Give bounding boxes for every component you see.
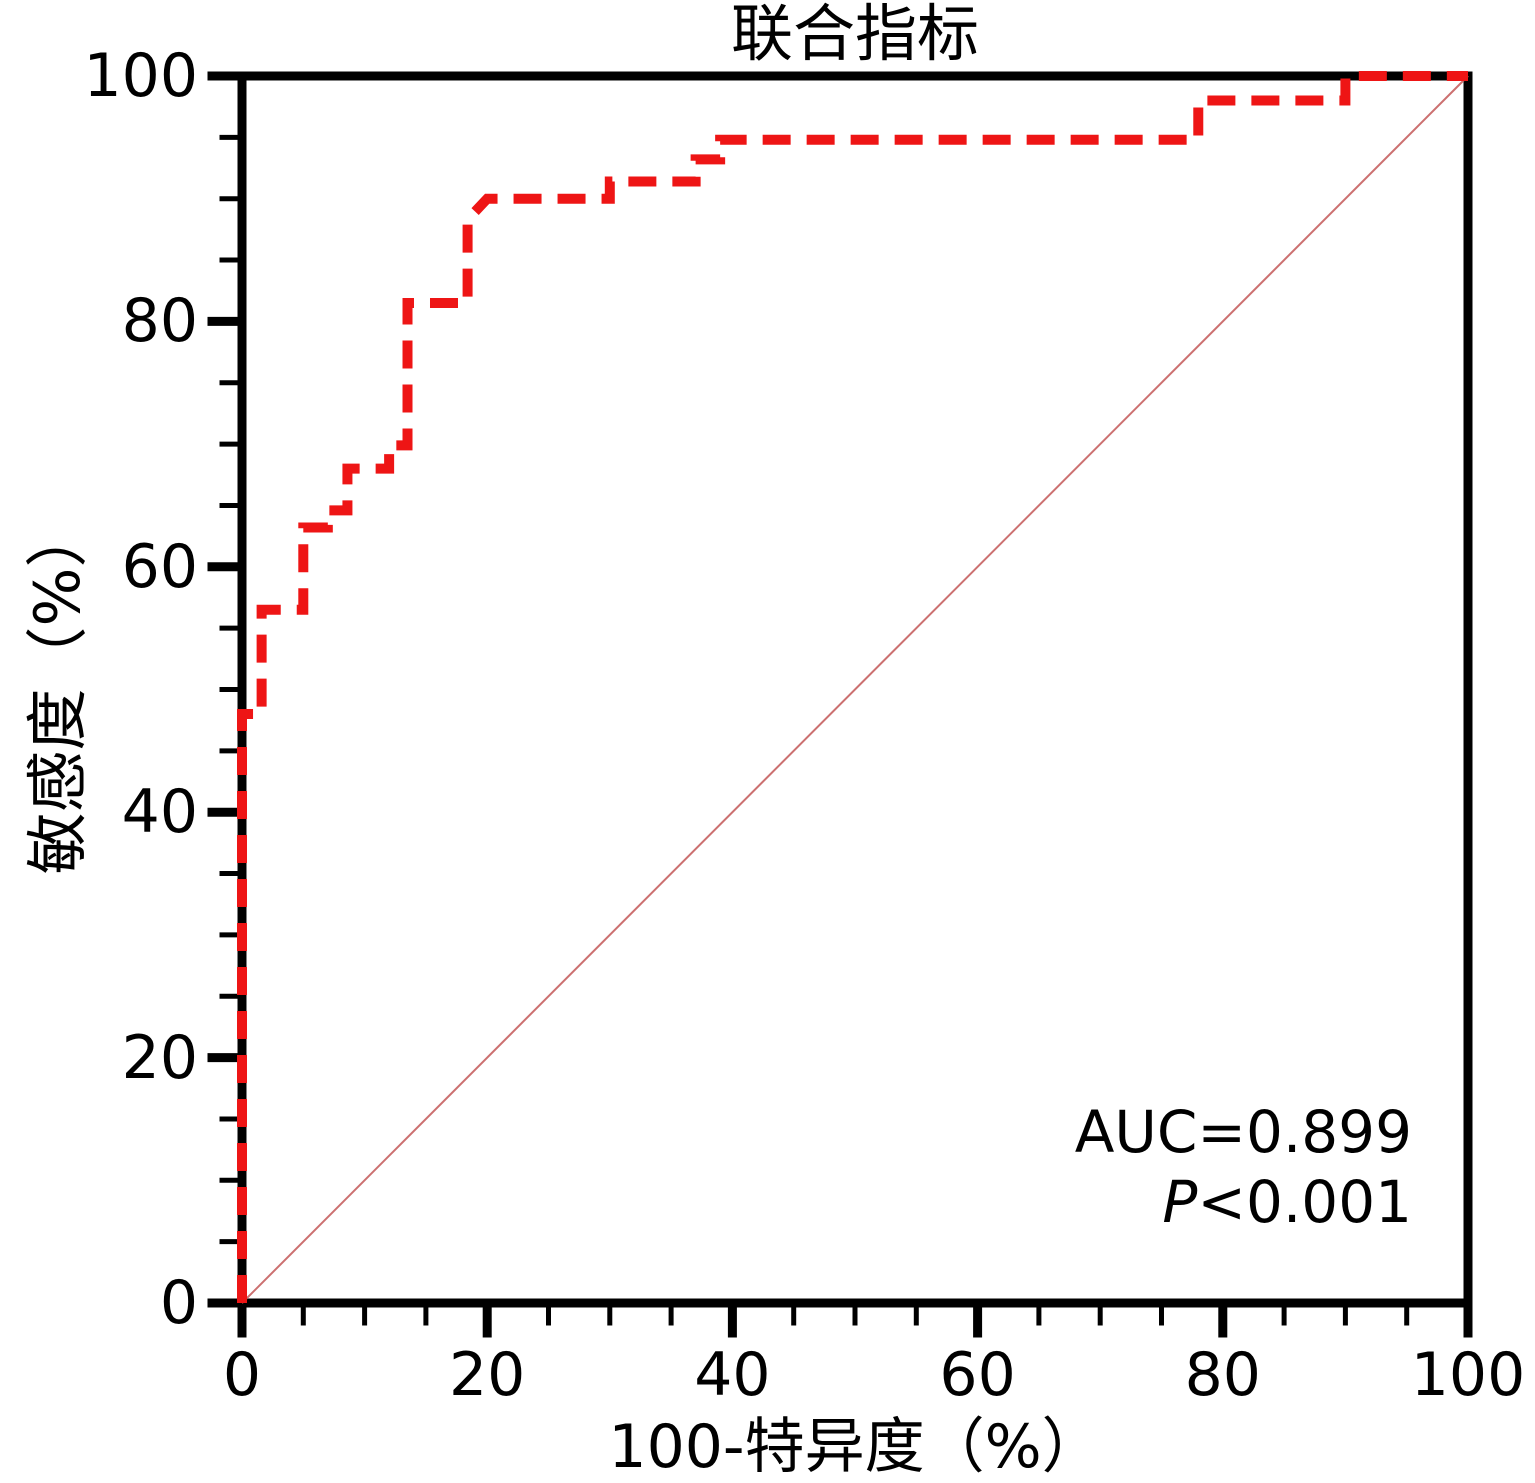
y-tick-label: 40 [121, 777, 198, 848]
reference-diagonal-line [241, 75, 1469, 1304]
p-value-text: <0.001 [1197, 1167, 1412, 1236]
x-tick-label: 60 [939, 1340, 1016, 1410]
y-tick-label: 80 [121, 286, 198, 357]
stats-annotation: AUC=0.899 P<0.001 [1075, 1098, 1412, 1237]
x-tick-label: 0 [222, 1340, 262, 1410]
x-tick-label: 40 [694, 1340, 771, 1410]
auc-annotation: AUC=0.899 [1074, 1098, 1412, 1166]
plot-border [237, 71, 1473, 1308]
x-tick-label: 100 [1410, 1340, 1526, 1410]
chart-title: 联合指标 [730, 0, 979, 70]
y-tick-label: 0 [159, 1268, 198, 1338]
x-axis-label: 100-特异度（%） [608, 1412, 1102, 1482]
y-tick-label: 60 [121, 531, 198, 602]
x-tick-label: 20 [449, 1340, 526, 1410]
p-value-annotation: P<0.001 [1075, 1168, 1412, 1238]
roc-curve [237, 71, 1468, 1303]
x-tick-label: 80 [1184, 1340, 1261, 1410]
y-tick-label: 20 [121, 1022, 198, 1093]
p-symbol: P [1162, 1167, 1198, 1236]
y-tick-label: 100 [83, 41, 198, 111]
